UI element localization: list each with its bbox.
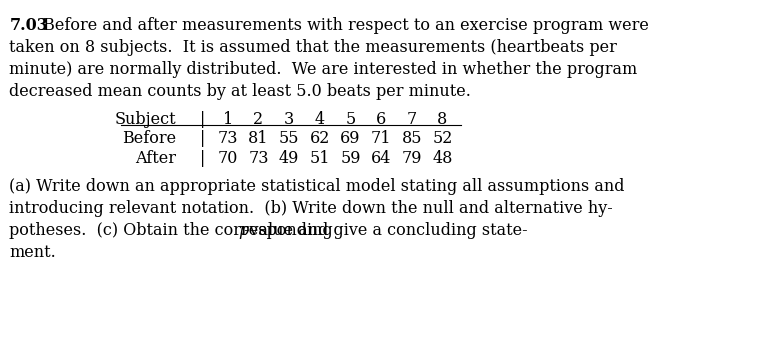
Text: 79: 79 — [401, 150, 422, 167]
Text: 48: 48 — [432, 150, 453, 167]
Text: |: | — [200, 150, 205, 167]
Text: 3: 3 — [284, 111, 294, 128]
Text: 6: 6 — [376, 111, 386, 128]
Text: 73: 73 — [217, 130, 238, 147]
Text: ment.: ment. — [9, 244, 56, 261]
Text: p: p — [238, 222, 249, 239]
Text: 59: 59 — [340, 150, 361, 167]
Text: potheses.  (c) Obtain the corresponding: potheses. (c) Obtain the corresponding — [9, 222, 338, 239]
Text: |: | — [200, 111, 205, 128]
Text: Before and after measurements with respect to an exercise program were: Before and after measurements with respe… — [38, 17, 649, 34]
Text: After: After — [135, 150, 176, 167]
Text: 73: 73 — [248, 150, 268, 167]
Text: 7: 7 — [407, 111, 416, 128]
Text: 69: 69 — [340, 130, 361, 147]
Text: 71: 71 — [371, 130, 391, 147]
Text: 70: 70 — [217, 150, 238, 167]
Text: 1: 1 — [223, 111, 233, 128]
Text: |: | — [200, 130, 205, 147]
Text: 51: 51 — [309, 150, 330, 167]
Text: 62: 62 — [309, 130, 330, 147]
Text: Before: Before — [122, 130, 176, 147]
Text: 8: 8 — [437, 111, 448, 128]
Text: 5: 5 — [345, 111, 356, 128]
Text: 7.03: 7.03 — [9, 17, 48, 34]
Text: 85: 85 — [401, 130, 422, 147]
Text: 2: 2 — [253, 111, 264, 128]
Text: 4: 4 — [315, 111, 325, 128]
Text: -value and give a concluding state-: -value and give a concluding state- — [245, 222, 528, 239]
Text: 52: 52 — [432, 130, 453, 147]
Text: 81: 81 — [248, 130, 268, 147]
Text: Subject: Subject — [115, 111, 176, 128]
Text: 55: 55 — [279, 130, 299, 147]
Text: decreased mean counts by at least 5.0 beats per minute.: decreased mean counts by at least 5.0 be… — [9, 83, 471, 100]
Text: taken on 8 subjects.  It is assumed that the measurements (heartbeats per: taken on 8 subjects. It is assumed that … — [9, 39, 617, 56]
Text: minute) are normally distributed.  We are interested in whether the program: minute) are normally distributed. We are… — [9, 61, 638, 78]
Text: introducing relevant notation.  (b) Write down the null and alternative hy-: introducing relevant notation. (b) Write… — [9, 200, 613, 217]
Text: (a) Write down an appropriate statistical model stating all assumptions and: (a) Write down an appropriate statistica… — [9, 178, 625, 195]
Text: 49: 49 — [279, 150, 299, 167]
Text: 64: 64 — [371, 150, 391, 167]
